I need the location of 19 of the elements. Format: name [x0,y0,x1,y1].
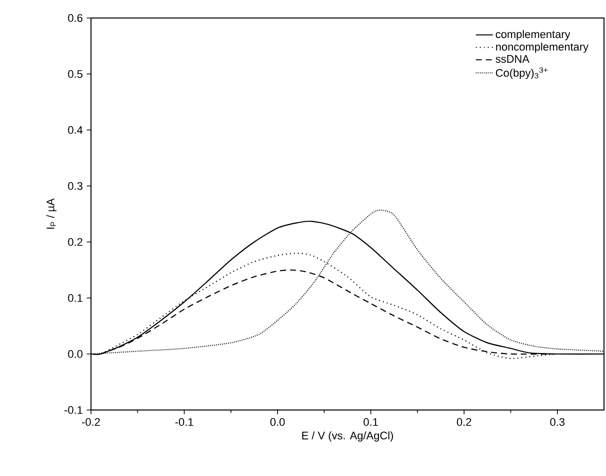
y-tick-label: 0.5 [68,70,82,78]
y-tick-label: 0.2 [68,238,82,246]
x-tick-label: -0.1 [175,418,194,426]
legend-label: complementary [496,30,570,40]
legend-label: noncomplementary [496,42,589,53]
x-tick-label: -0.2 [82,418,100,426]
x-tick-label: 0.0 [270,418,285,426]
legend-label: ssDNA [496,55,530,63]
y-tick-label: 0.6 [68,14,82,22]
x-tick-label: 0.2 [456,418,472,426]
y-tick-label: 0.3 [68,182,82,190]
y-tick-label: 0.1 [68,294,82,302]
y-tick-label: 0.0 [68,350,82,358]
y-tick-label: -0.1 [64,406,82,414]
x-axis-title: E / V (vs. Ag/AgCl) [302,431,393,442]
x-tick-label: 0.1 [364,418,378,426]
y-axis-title: I$_{P}$ / µA [46,198,56,229]
y-tick-label: 0.4 [68,126,83,134]
x-tick-label: 0.3 [550,418,564,426]
